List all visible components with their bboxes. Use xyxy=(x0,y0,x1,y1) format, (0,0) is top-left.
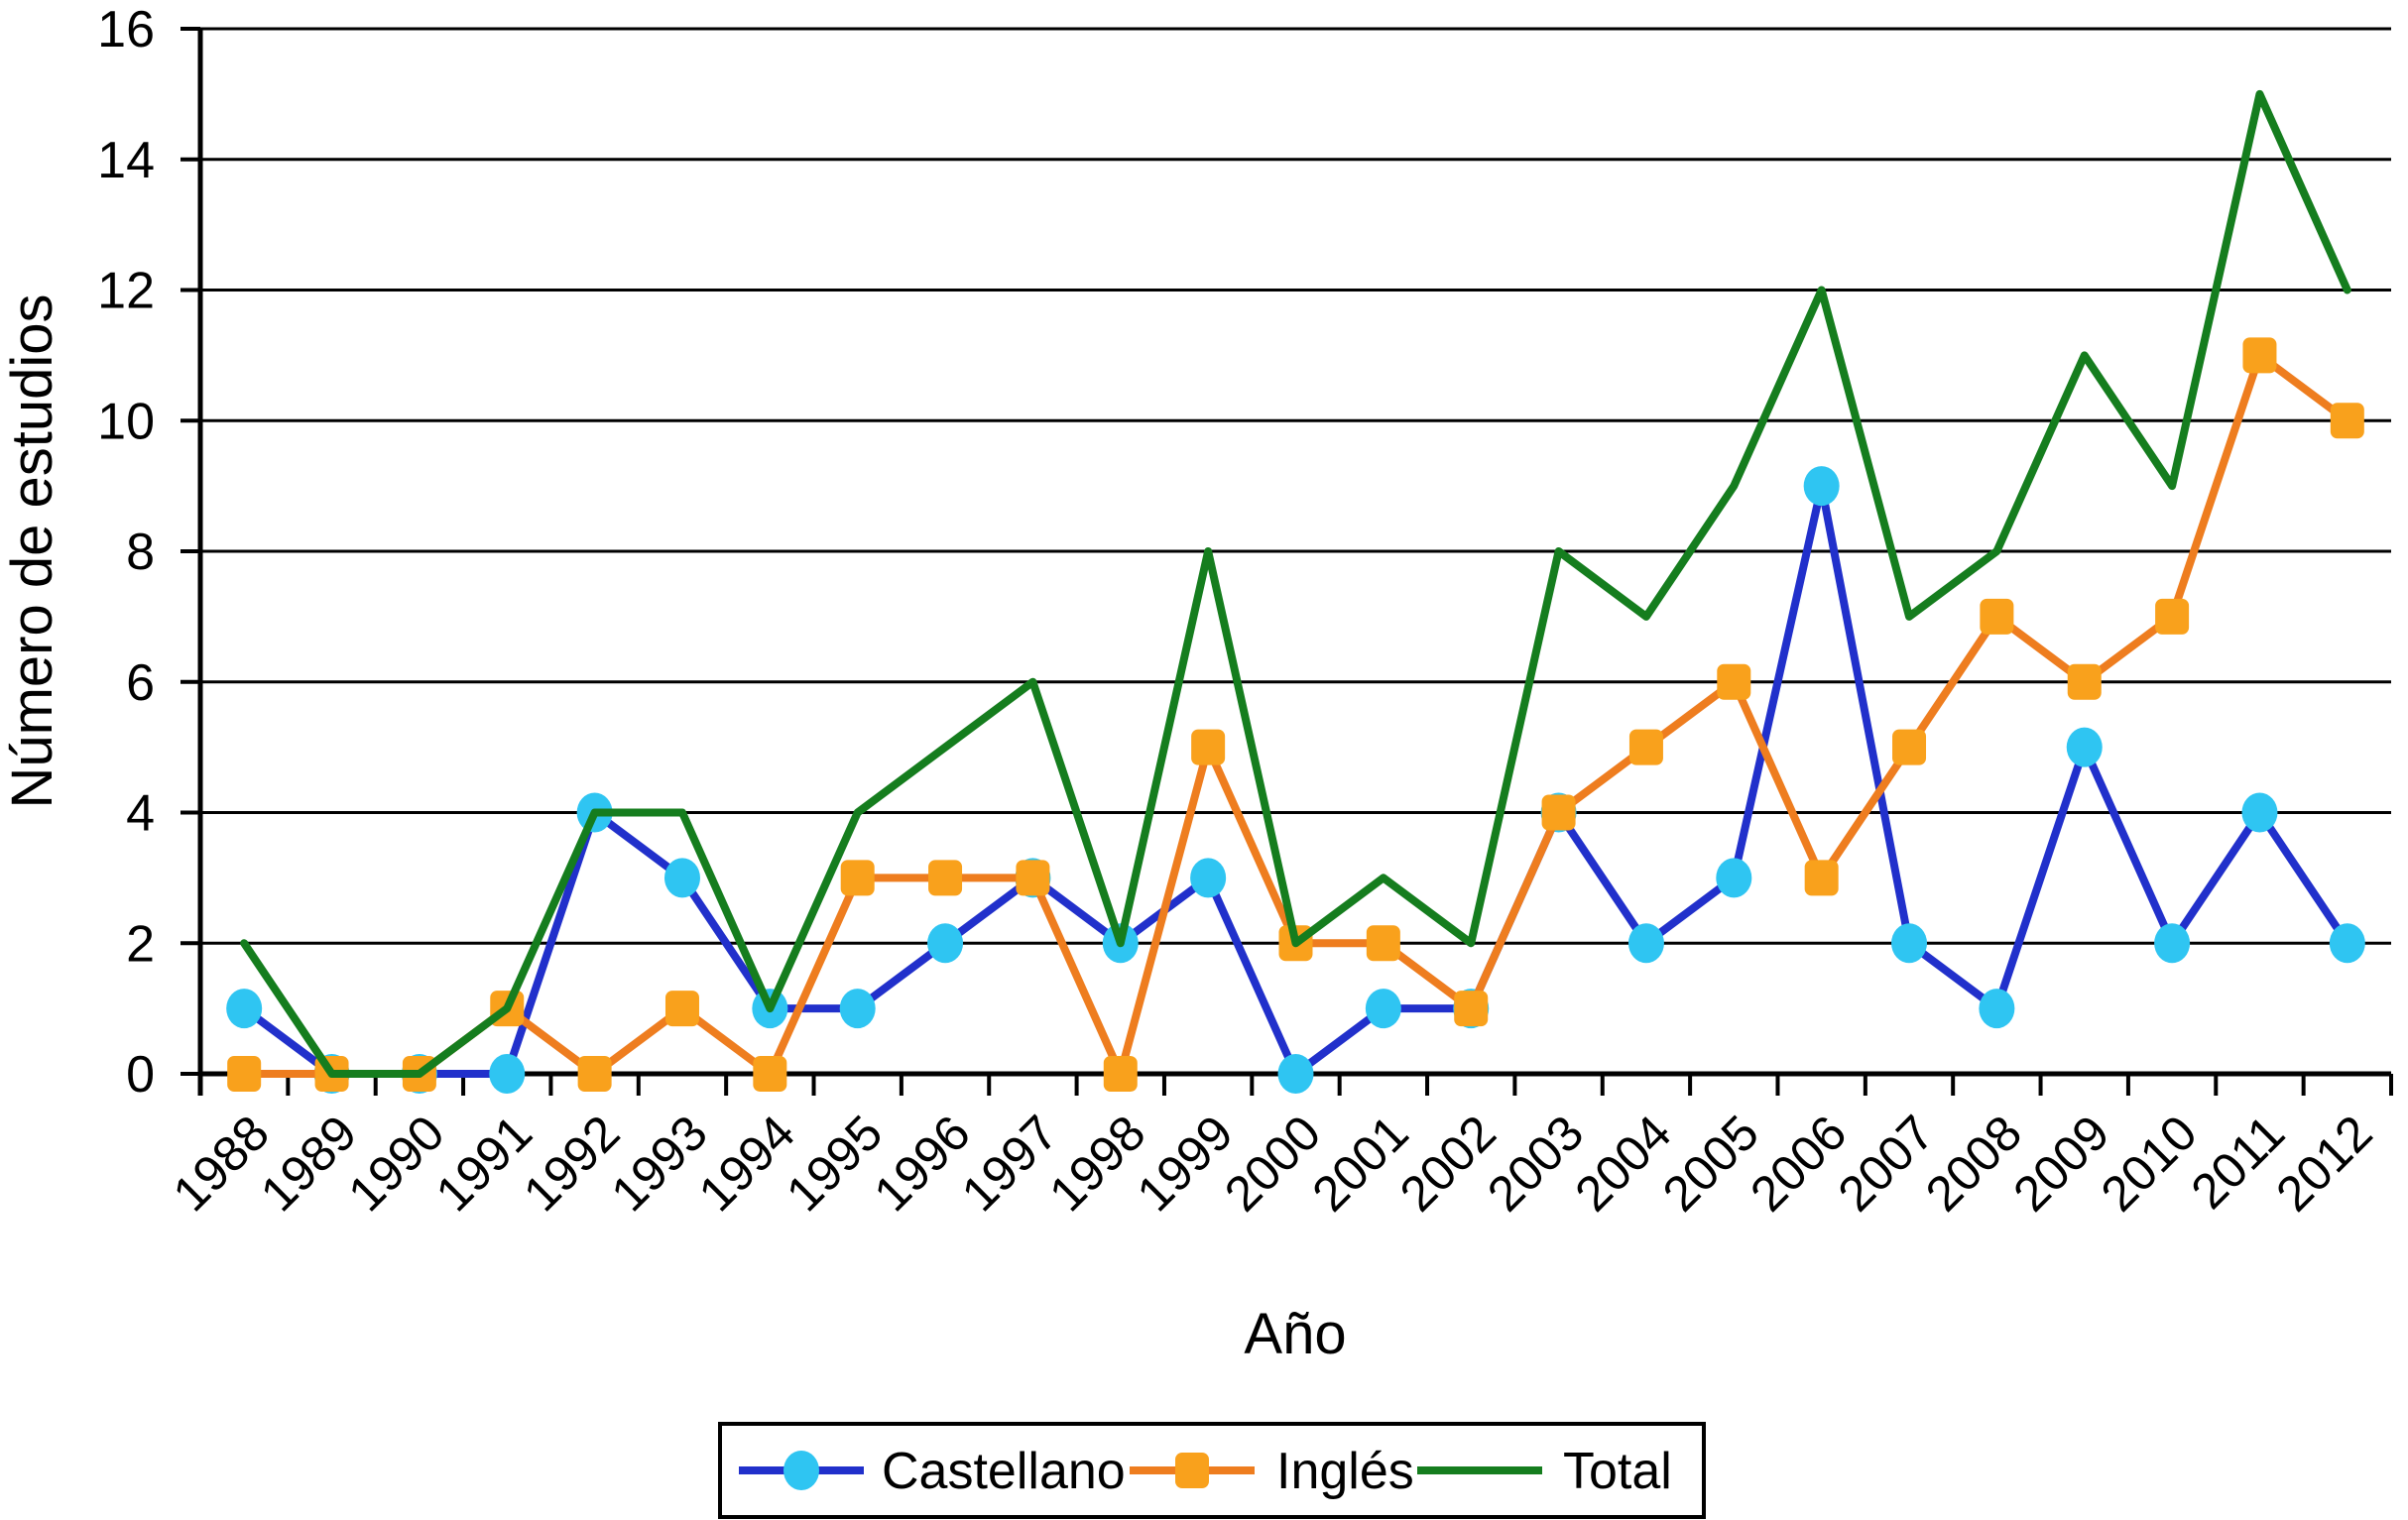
y-tick-label: 16 xyxy=(97,1,155,58)
series-line xyxy=(240,482,2351,1078)
x-tick-label: 2006 xyxy=(1740,1105,1857,1222)
x-tick-label: 1990 xyxy=(337,1105,454,1222)
gridlines xyxy=(200,27,2391,945)
series-marker xyxy=(1628,729,1663,765)
series-marker xyxy=(663,858,700,898)
series-marker xyxy=(1979,989,2015,1029)
series-marker xyxy=(1454,991,1489,1027)
series-marker xyxy=(2154,923,2191,964)
series-marker xyxy=(1016,860,1050,896)
series-marker xyxy=(1980,598,2014,635)
series xyxy=(226,89,2365,1094)
legend-item-total: Total xyxy=(1417,1443,1672,1500)
x-tick-label: 2001 xyxy=(1301,1105,1418,1222)
series-marker xyxy=(840,860,875,896)
y-tick-label: 2 xyxy=(126,915,155,973)
series-marker xyxy=(839,989,876,1029)
series-marker xyxy=(1190,858,1227,898)
x-tick-label: 1997 xyxy=(951,1105,1068,1222)
x-tick-label: 2009 xyxy=(2002,1105,2119,1222)
series-marker xyxy=(928,860,963,896)
legend-item-ingles: Inglés xyxy=(1130,1443,1414,1500)
series-marker xyxy=(227,1056,262,1092)
x-tick-label: 2004 xyxy=(1564,1105,1681,1222)
x-tick-label: 2007 xyxy=(1828,1105,1945,1222)
x-tick-label: 1994 xyxy=(688,1105,805,1222)
series-marker xyxy=(2241,792,2278,833)
x-tick-label: 2008 xyxy=(1915,1105,2032,1222)
legend-item-castellano: Castellano xyxy=(739,1443,1126,1500)
y-tick-label: 14 xyxy=(97,132,155,189)
x-tick-label: 2012 xyxy=(2265,1105,2382,1222)
y-axis-title: Número de estudios xyxy=(0,293,64,808)
series-marker xyxy=(2330,403,2364,439)
series-marker xyxy=(927,923,964,964)
x-axis-title: Año xyxy=(1244,1302,1346,1366)
series-marker xyxy=(1717,663,1751,700)
series-line xyxy=(240,89,2351,1078)
x-tick-label: 1999 xyxy=(1127,1105,1244,1222)
y-tick-label: 10 xyxy=(97,393,155,450)
x-tick-label: 1995 xyxy=(776,1105,893,1222)
x-tick-label: 2000 xyxy=(1214,1105,1331,1222)
x-tick-label: 2002 xyxy=(1389,1105,1506,1222)
x-tick-label: 2003 xyxy=(1477,1105,1594,1222)
y-tick-label: 6 xyxy=(126,654,155,712)
x-tick-label: 2005 xyxy=(1652,1105,1769,1222)
series-marker xyxy=(2242,337,2277,374)
series-marker xyxy=(1892,729,1927,765)
series-marker xyxy=(2155,598,2190,635)
legend-swatch-marker xyxy=(783,1451,819,1490)
series-marker xyxy=(226,989,263,1029)
legend: Castellano Inglés Total xyxy=(718,1422,1706,1519)
y-tick-label: 0 xyxy=(126,1046,155,1104)
series-marker xyxy=(1803,466,1840,507)
x-tick-label: 1988 xyxy=(163,1105,280,1222)
series-marker xyxy=(1277,1054,1314,1094)
y-tick-label: 12 xyxy=(97,263,155,320)
x-tick-label: 1991 xyxy=(425,1105,542,1222)
x-tick-label: 1992 xyxy=(513,1105,630,1222)
series-marker xyxy=(2329,923,2365,964)
series-total xyxy=(240,89,2351,1078)
axis-labels: Número de estudios Año xyxy=(0,293,1347,1366)
series-marker xyxy=(1541,794,1576,831)
y-tick-label: 8 xyxy=(126,524,155,581)
x-tick-label: 2011 xyxy=(2181,1105,2296,1220)
x-tick-label: 1989 xyxy=(250,1105,367,1222)
series-marker xyxy=(577,1056,612,1092)
legend-label: Total xyxy=(1563,1443,1672,1500)
series-marker xyxy=(1804,860,1839,896)
series-marker xyxy=(1891,923,1928,964)
x-tick-label: 1996 xyxy=(864,1105,981,1222)
series-marker xyxy=(1103,1056,1138,1092)
x-tick-label: 1993 xyxy=(601,1105,718,1222)
x-tick-label: 1998 xyxy=(1038,1105,1155,1222)
series-marker xyxy=(489,1054,526,1094)
series-marker xyxy=(1627,923,1664,964)
legend-swatch-marker xyxy=(1175,1453,1209,1488)
series-marker xyxy=(753,1056,787,1092)
legend-label: Inglés xyxy=(1276,1443,1414,1500)
series-marker xyxy=(1716,858,1752,898)
series-marker xyxy=(1366,925,1400,962)
series-marker xyxy=(1191,729,1226,765)
axes: 0246810121416198819891990199119921993199… xyxy=(97,1,2393,1222)
y-tick-label: 4 xyxy=(126,785,155,843)
x-tick-label: 2010 xyxy=(2091,1105,2208,1222)
series-marker xyxy=(664,991,699,1027)
series-line xyxy=(240,351,2351,1078)
series-marker xyxy=(1365,989,1401,1029)
series-marker xyxy=(2067,663,2102,700)
legend-label: Castellano xyxy=(882,1443,1126,1500)
series-castellano xyxy=(226,466,2365,1094)
series-marker xyxy=(2066,727,2103,767)
